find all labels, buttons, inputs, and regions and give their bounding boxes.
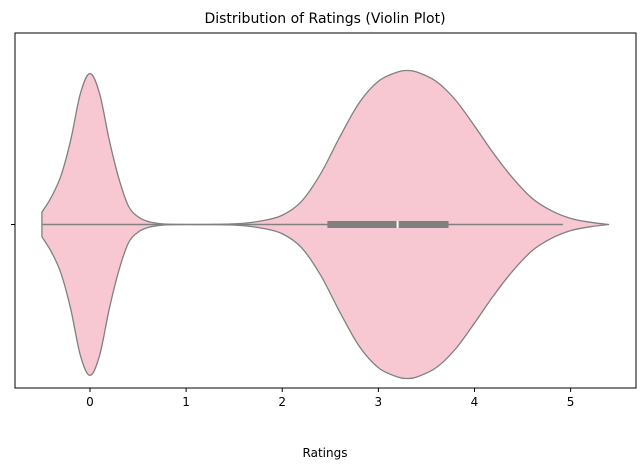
x-tick-label: 3 xyxy=(375,395,383,409)
x-tick-label: 1 xyxy=(182,395,190,409)
plot-area xyxy=(41,69,610,380)
x-tick-label: 5 xyxy=(567,395,575,409)
x-axis: 0 1 2 3 4 5 xyxy=(86,388,574,409)
iqr-box xyxy=(327,221,449,228)
x-axis-label: Ratings xyxy=(303,446,348,460)
plot-frame xyxy=(14,32,637,389)
x-tick-label: 4 xyxy=(471,395,479,409)
x-tick-label: 0 xyxy=(86,395,94,409)
x-tick-label: 2 xyxy=(278,395,286,409)
chart-title: Distribution of Ratings (Violin Plot) xyxy=(204,11,445,27)
